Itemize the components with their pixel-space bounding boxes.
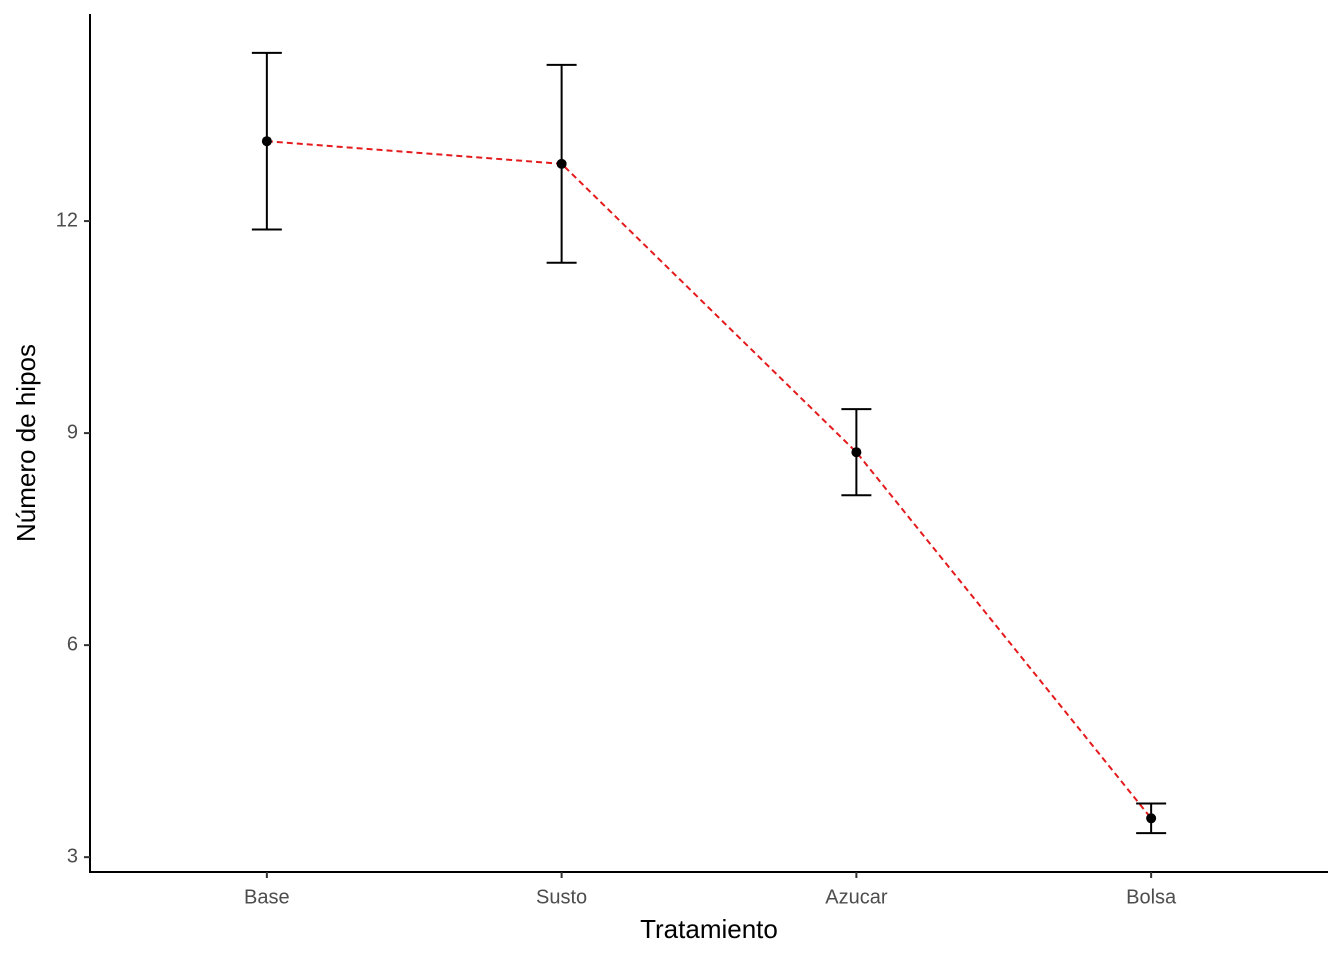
y-tick-label: 6	[67, 633, 78, 655]
x-tick-label: Base	[244, 886, 290, 908]
x-tick-label: Susto	[536, 886, 587, 908]
x-tick-label: Bolsa	[1126, 886, 1177, 908]
x-axis-title: Tratamiento	[640, 914, 778, 944]
y-tick-label: 12	[56, 209, 78, 231]
point	[1146, 813, 1157, 824]
x-tick-label: Azucar	[825, 886, 888, 908]
y-tick-label: 9	[67, 421, 78, 443]
point	[556, 158, 567, 169]
point	[851, 447, 862, 458]
point	[261, 136, 272, 147]
y-tick-label: 3	[67, 845, 78, 867]
line	[266, 140, 1152, 819]
y-axis-title: Número de hipos	[11, 344, 41, 542]
